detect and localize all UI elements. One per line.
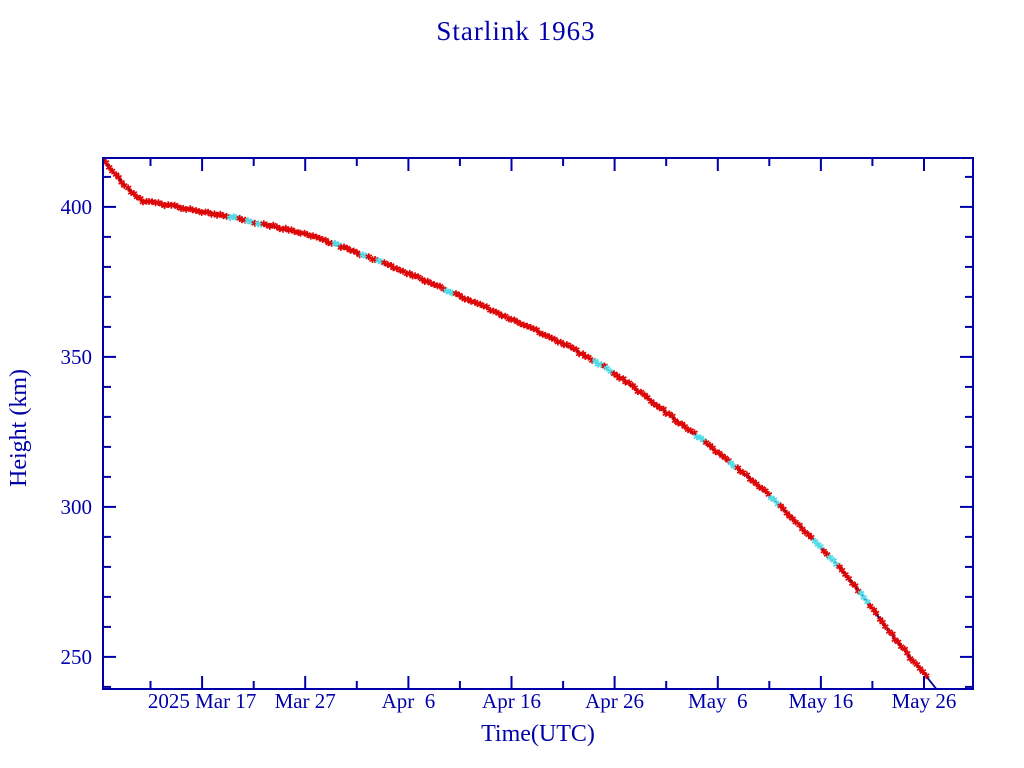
y-tick-label: 250	[61, 645, 93, 669]
y-tick-label: 350	[61, 345, 93, 369]
height-marker	[860, 594, 868, 601]
height-marker	[557, 338, 565, 346]
orbital-height-series	[103, 158, 938, 689]
x-tick-label: Apr 26	[585, 689, 644, 713]
height-marker	[483, 303, 491, 311]
height-marker	[841, 571, 849, 578]
height-marker	[585, 353, 592, 361]
plot-frame	[102, 157, 974, 690]
x-tick-label: May 6	[688, 689, 748, 713]
height-marker	[851, 582, 859, 589]
height-marker	[866, 602, 874, 610]
height-marker	[838, 566, 846, 574]
height-marker	[913, 661, 921, 668]
height-marker	[894, 638, 902, 646]
height-marker	[780, 505, 787, 513]
height-marker	[845, 575, 853, 582]
x-axis-label: Time(UTC)	[481, 721, 595, 747]
height-marker	[108, 167, 116, 175]
y-tick-labels: 250 300 350 400	[61, 195, 93, 669]
chart-title: Starlink 1963	[436, 16, 595, 46]
x-tick-label: Apr 16	[482, 689, 541, 713]
height-marker	[919, 668, 927, 675]
height-marker	[889, 630, 896, 638]
height-marker	[807, 533, 815, 541]
height-marker	[715, 449, 723, 457]
x-tick-label: May 16	[789, 689, 854, 713]
x-tick-label: 2025 Mar 17	[148, 689, 257, 713]
height-marker	[817, 543, 824, 550]
y-tick-label: 300	[61, 495, 93, 519]
y-axis-label: Height (km)	[6, 369, 32, 487]
height-marker	[643, 394, 651, 401]
height-marker	[903, 649, 911, 657]
x-tick-labels: 2025 Mar 17 Mar 27 Apr 6 Apr 16 Apr 26 May 6 M…	[148, 689, 957, 713]
height-marker	[770, 496, 778, 504]
height-marker	[909, 658, 917, 665]
height-marker	[906, 655, 914, 662]
height-marker	[124, 184, 132, 192]
height-marker	[291, 228, 298, 235]
height-marker	[881, 623, 889, 630]
y-tick-label: 400	[61, 195, 93, 219]
height-curve-line	[103, 158, 938, 689]
height-marker	[115, 173, 123, 181]
height-marker	[322, 236, 330, 244]
height-marker	[631, 384, 639, 392]
height-marker	[603, 364, 611, 372]
x-tick-label: Apr 6	[382, 689, 436, 713]
height-marker	[743, 471, 751, 479]
height-marker	[872, 609, 880, 617]
x-tick-label: Mar 27	[275, 689, 336, 713]
height-marker	[551, 335, 559, 343]
x-tick-label: May 26	[892, 689, 957, 713]
axis-ticks	[103, 158, 973, 689]
height-marker	[761, 487, 769, 495]
